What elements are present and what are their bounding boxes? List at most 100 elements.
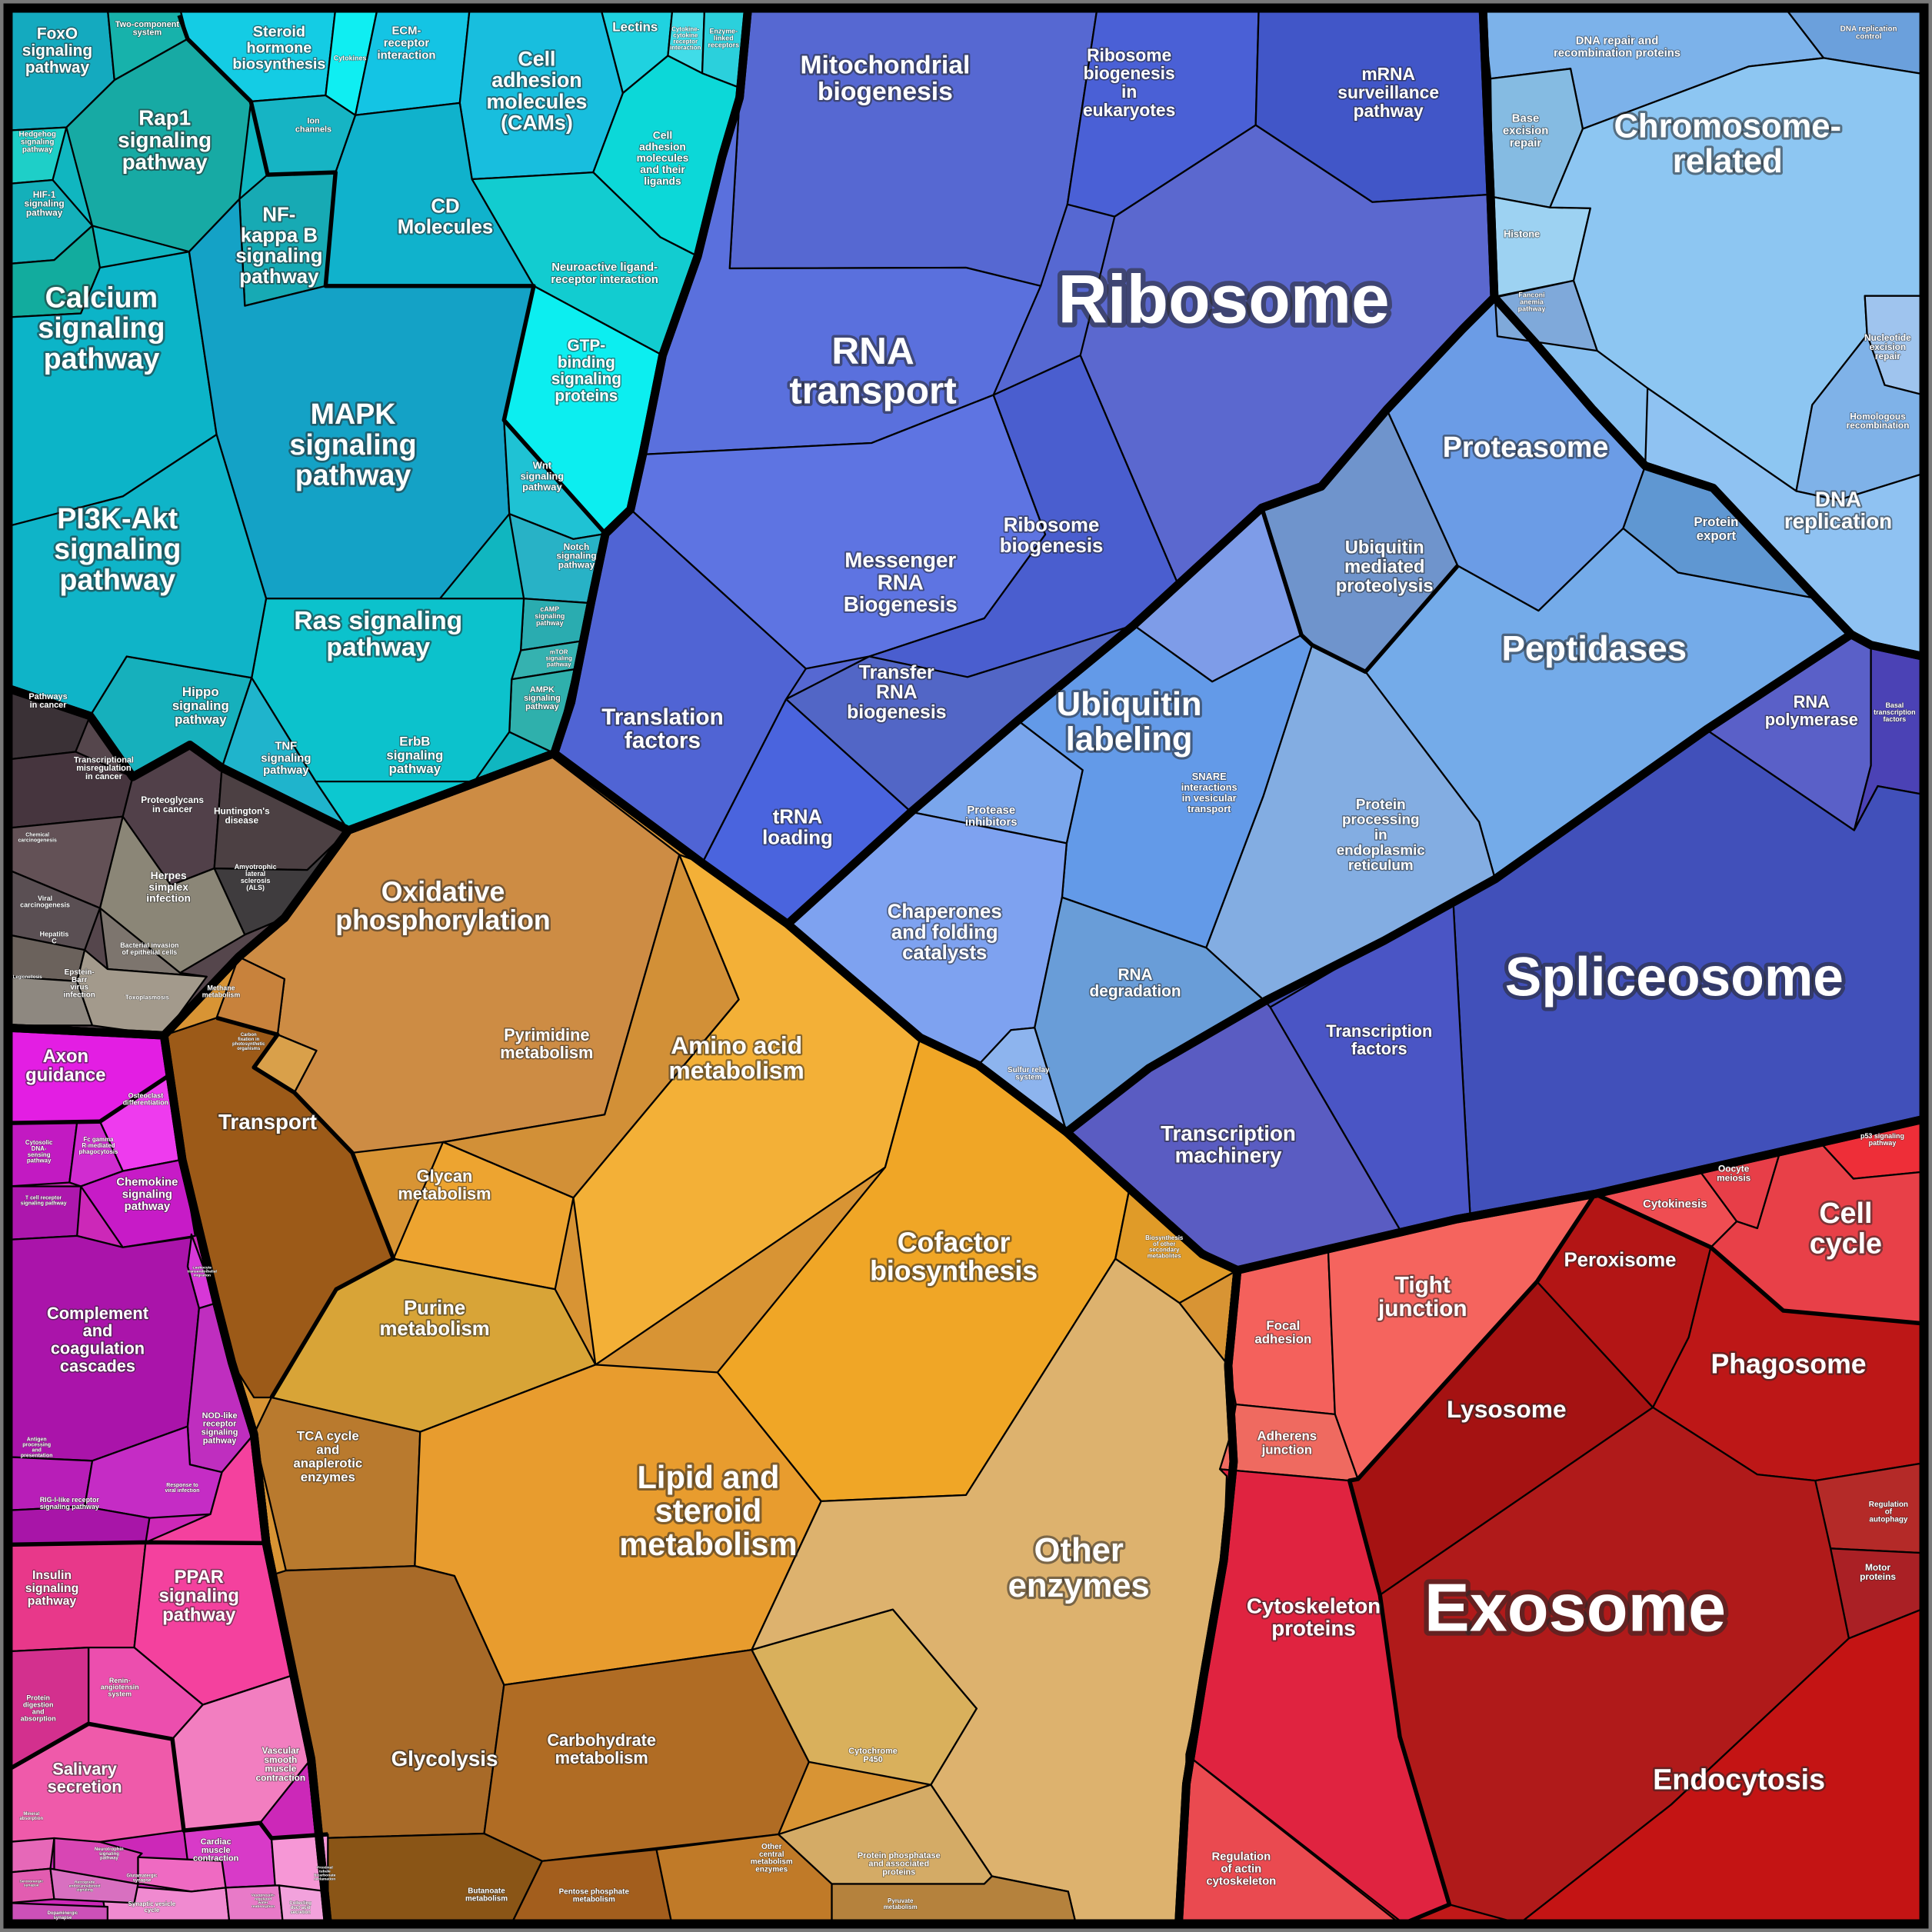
svg-text:Histone: Histone <box>1504 228 1540 239</box>
svg-text:Toxoplasmosis: Toxoplasmosis <box>125 994 170 1001</box>
svg-text:Proteasome: Proteasome <box>1443 431 1609 463</box>
svg-text:Neuroactive ligand-receptor in: Neuroactive ligand-receptor interaction <box>551 261 658 286</box>
svg-text:Endocytosis: Endocytosis <box>1653 1764 1825 1796</box>
svg-text:Transport: Transport <box>218 1110 317 1134</box>
svg-text:Exosome: Exosome <box>1424 1569 1726 1645</box>
svg-text:Phagosome: Phagosome <box>1710 1348 1866 1379</box>
svg-text:Lysosome: Lysosome <box>1447 1395 1567 1423</box>
svg-text:Ribosome: Ribosome <box>1058 260 1389 337</box>
svg-text:Lectins: Lectins <box>612 20 658 35</box>
svg-text:Glycolysis: Glycolysis <box>391 1747 498 1770</box>
svg-text:Peptidases: Peptidases <box>1501 629 1687 668</box>
svg-text:Cytokinesis: Cytokinesis <box>1643 1198 1707 1211</box>
